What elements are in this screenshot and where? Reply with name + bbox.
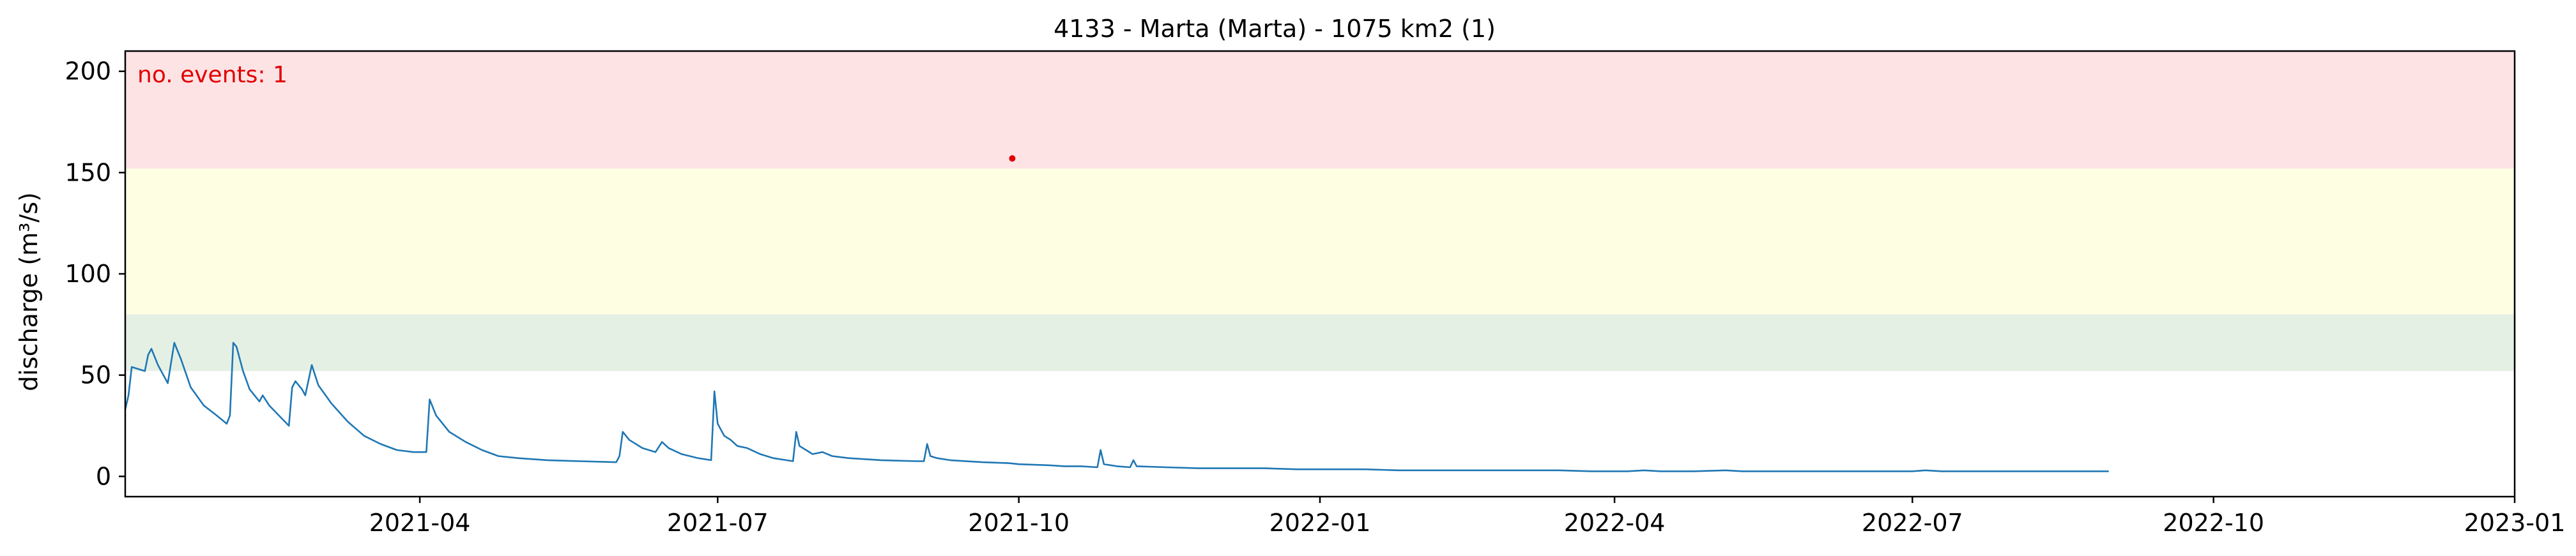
x-tick-label: 2022-04 [1564, 509, 1666, 537]
x-tick-label: 2022-07 [1862, 509, 1963, 537]
threshold-band-3 [125, 51, 2515, 169]
x-tick-label: 2023-01 [2464, 509, 2566, 537]
y-tick-label: 200 [65, 57, 111, 86]
threshold-band-1 [125, 314, 2515, 372]
y-tick-label: 150 [65, 158, 111, 186]
event-marker [1009, 155, 1016, 162]
x-tick-label: 2022-10 [2163, 509, 2264, 537]
y-axis: 0 50 100 150 200 [65, 57, 125, 490]
x-axis: 2021-04 2021-07 2021-10 2022-01 2022-04 2022-… [369, 497, 2566, 537]
x-tick-label: 2021-07 [667, 509, 769, 537]
threshold-band-2 [125, 169, 2515, 315]
y-tick-label: 50 [80, 361, 111, 389]
x-tick-label: 2021-04 [369, 509, 471, 537]
events-count-annotation: no. events: 1 [137, 62, 288, 88]
x-tick-label: 2022-01 [1269, 509, 1371, 537]
threshold-bands [125, 51, 2515, 372]
plot-area [124, 342, 2109, 472]
y-tick-label: 100 [65, 260, 111, 288]
event-markers [1009, 155, 1016, 162]
x-tick-label: 2021-10 [968, 509, 1070, 537]
discharge-series-line [124, 342, 2109, 472]
y-tick-label: 0 [96, 462, 111, 490]
chart-title: 4133 - Marta (Marta) - 1075 km2 (1) [1054, 15, 1496, 43]
y-axis-label: discharge (m³/s) [15, 192, 43, 391]
